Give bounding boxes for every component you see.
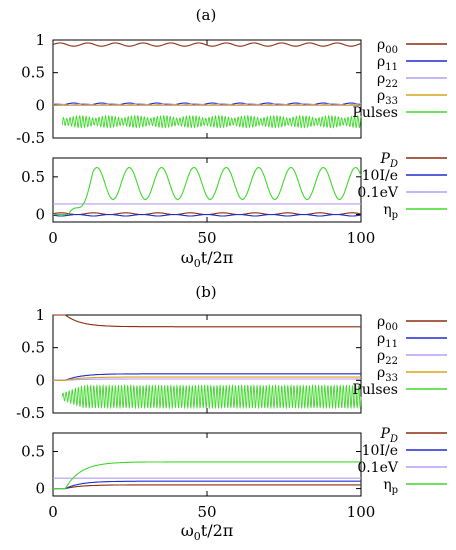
y-tick-label: -0.5 [16,129,45,147]
series-rho33 [53,376,361,381]
legend-label: 10I/e [362,168,398,184]
series-PD [53,484,361,490]
series-rho22 [53,378,361,381]
y-tick-label: 1 [35,31,45,49]
legend-label: ρ22 [377,71,398,90]
y-tick-label: 0 [35,371,45,389]
x-tick-label: 100 [347,229,376,247]
y-tick-label: 0 [35,205,45,223]
series-pulses [61,114,362,129]
series-pulses [61,383,362,410]
plot-frame [52,157,362,223]
series-rho11 [53,373,361,381]
x-tick-label: 0 [48,503,58,521]
panel-label-b: (b) [195,283,216,301]
series-rho00 [53,314,361,328]
series-eta [53,461,361,490]
series-eta [53,167,362,216]
legend-label: 10I/e [362,443,398,459]
legend-label: ρ11 [377,331,398,350]
series-rho00 [52,42,362,47]
legend-label: ηp [383,477,398,496]
legend-label: 0.1eV [357,185,399,201]
y-tick-label: 1 [35,306,45,324]
y-tick-label: -0.5 [16,404,45,422]
legend-label: Pulses [352,105,398,121]
y-tick-label: 0 [35,480,45,498]
x-tick-label: 100 [347,503,376,521]
legend-label: ηp [383,202,398,221]
legend-label: PD [380,426,398,445]
series-I [53,480,361,490]
legend-label: ρ00 [377,314,398,333]
y-tick-label: 0 [35,96,45,114]
panel-label-a: (a) [196,6,217,24]
x-axis-label: ω0t/2π [181,521,234,543]
legend-label: ρ11 [377,54,398,73]
x-tick-label: 50 [197,503,216,521]
legend-label: PD [380,151,398,170]
legend-label: 0.1eV [357,460,399,476]
y-tick-label: 0.5 [21,339,45,357]
legend-label: ρ00 [377,37,398,56]
series-I [52,213,362,217]
legend-label: ρ33 [377,88,398,107]
legend-label: ρ33 [377,365,398,384]
y-tick-label: 0.5 [21,168,45,186]
legend-label: Pulses [352,382,398,398]
y-tick-label: 0.5 [21,443,45,461]
x-tick-label: 0 [48,229,58,247]
x-axis-label: ω0t/2π [181,248,234,270]
legend-label: ρ22 [377,348,398,367]
y-tick-label: 0.5 [21,64,45,82]
x-tick-label: 50 [197,229,216,247]
